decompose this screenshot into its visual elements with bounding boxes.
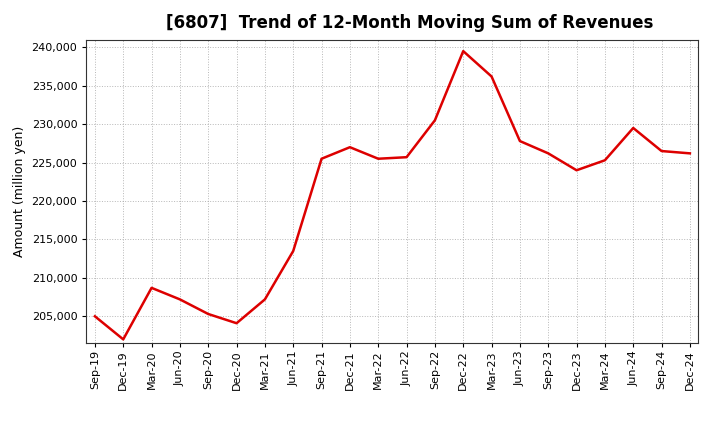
Text: [6807]  Trend of 12-Month Moving Sum of Revenues: [6807] Trend of 12-Month Moving Sum of R…: [166, 15, 653, 33]
Y-axis label: Amount (million yen): Amount (million yen): [13, 126, 26, 257]
